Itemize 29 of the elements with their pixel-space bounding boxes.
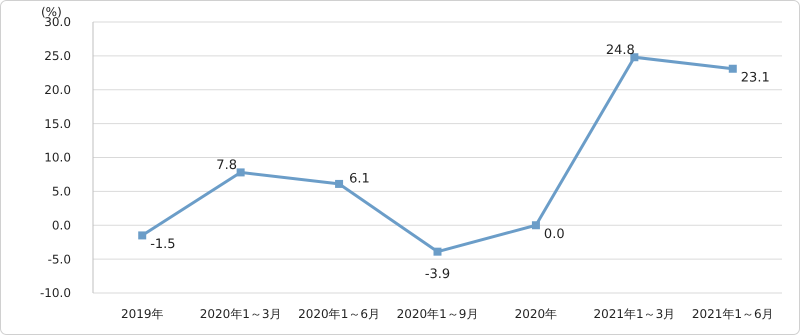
y-tick-label: -5.0 [48, 252, 71, 266]
x-tick-label: 2020年 [514, 307, 558, 321]
y-tick-label: 10.0 [44, 150, 71, 165]
point [532, 221, 540, 230]
data-label: 0.0 [544, 226, 565, 242]
x-tick-label: 2020年1～6月 [298, 307, 380, 321]
data-label: 6.1 [349, 171, 370, 186]
point [728, 64, 737, 73]
y-tick-label: 20.0 [44, 82, 71, 97]
point [630, 53, 638, 62]
x-tick-label: 2021年1～6月 [692, 307, 774, 321]
y-tick-label: 25.0 [44, 49, 71, 64]
point [236, 168, 245, 176]
point [434, 248, 442, 256]
data-label: -1.5 [150, 236, 176, 252]
x-tick-label: 2021年1～3月 [593, 307, 676, 321]
data-label: 7.8 [216, 158, 237, 173]
y-tick-label: -10.0 [40, 286, 71, 300]
x-tick-label: 2020年1～3月 [200, 307, 282, 321]
x-tick-label: 2019年 [120, 307, 164, 321]
y-tick-label: 0.0 [52, 218, 71, 232]
y-tick-label: 15.0 [44, 116, 71, 131]
point [138, 231, 146, 240]
y-tick-label: 5.0 [52, 184, 71, 199]
data-label: 23.1 [740, 70, 770, 86]
x-tick-label: 2020年1～9月 [396, 307, 478, 321]
data-label: 24.8 [606, 42, 635, 58]
data-label: -3.9 [424, 267, 450, 282]
point [335, 180, 344, 188]
